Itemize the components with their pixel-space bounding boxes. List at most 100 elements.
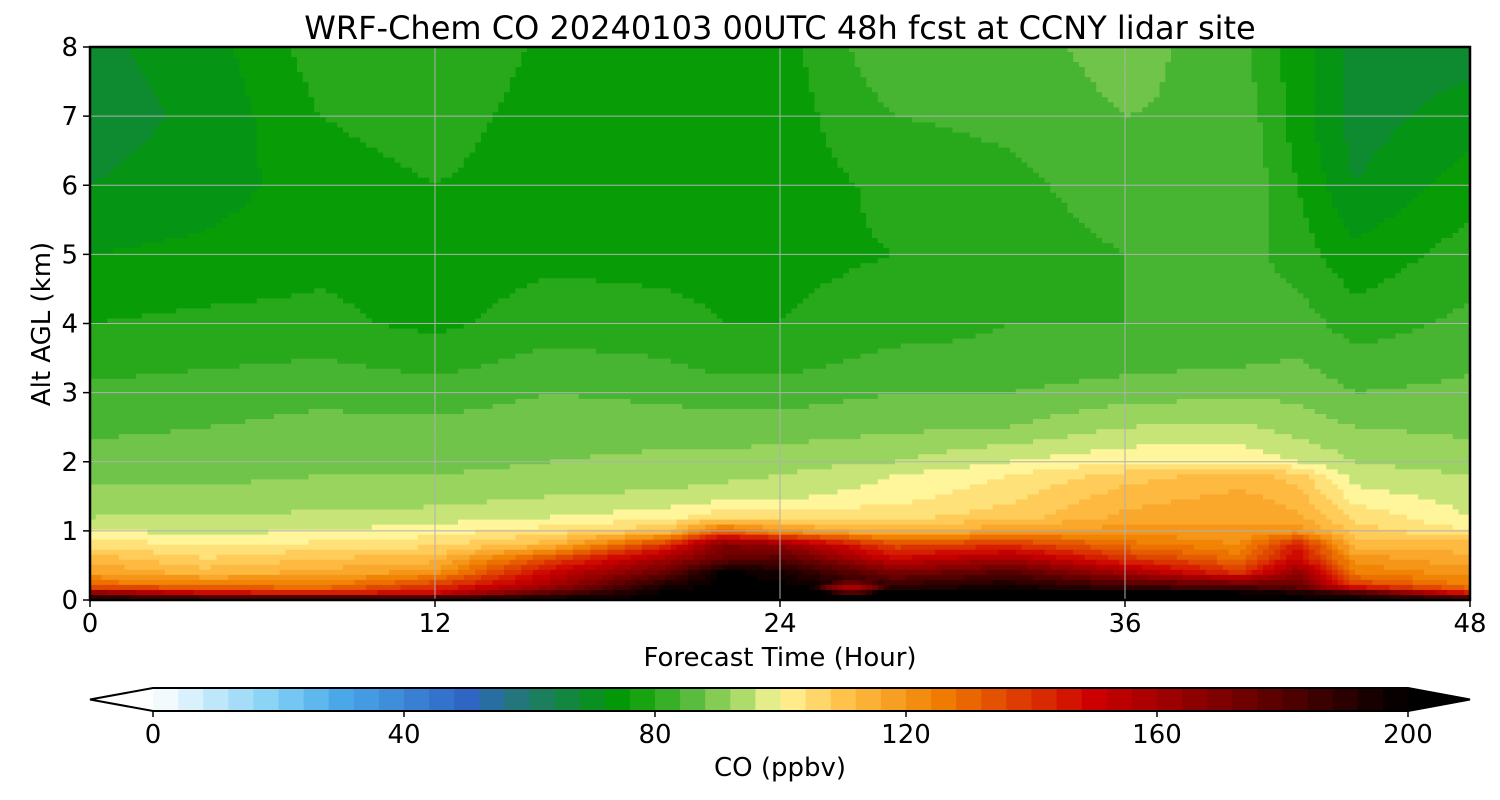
contour-cell <box>1343 72 1471 78</box>
contour-cell <box>1084 554 1109 561</box>
contour-cell <box>366 142 476 149</box>
contour-cell <box>797 303 1126 310</box>
colorbar-level <box>1157 688 1183 711</box>
x-tick-label: 0 <box>82 609 99 639</box>
contour-cell <box>883 549 936 556</box>
contour-cell <box>923 559 971 566</box>
contour-cell <box>1337 469 1442 475</box>
y-tick-label: 3 <box>61 379 78 409</box>
contour-cell <box>1038 172 1270 179</box>
contour-cell <box>613 589 637 596</box>
contour-cell <box>1286 107 1316 113</box>
contour-cell <box>377 147 476 154</box>
contour-cell <box>1337 574 1345 581</box>
contour-cell <box>659 569 672 576</box>
colorbar-level <box>931 688 957 711</box>
contour-cell <box>1314 132 1345 139</box>
contour-cell <box>1349 499 1437 506</box>
contour-cell <box>1309 303 1465 310</box>
contour-cell <box>1435 92 1471 98</box>
contour-cell <box>1458 509 1471 516</box>
contour-cell <box>1171 564 1201 571</box>
contour-cell <box>647 574 666 581</box>
contour-cell <box>567 539 586 546</box>
contour-cell <box>1332 579 1339 586</box>
contour-cell <box>354 303 494 310</box>
colorbar-level <box>981 688 1007 711</box>
contour-cell <box>1297 509 1322 516</box>
contour-cell <box>509 559 528 566</box>
contour-cell <box>860 192 1057 199</box>
contour-cell <box>1194 544 1247 551</box>
contour-cell <box>636 559 655 566</box>
contour-cell <box>199 564 212 571</box>
contour-cell <box>711 564 724 571</box>
contour-cell <box>297 62 522 68</box>
contour-cell <box>636 524 678 531</box>
contour-cell <box>1337 484 1362 490</box>
contour-cell <box>1050 187 1270 194</box>
contour-cell <box>791 549 810 556</box>
contour-cell <box>1033 167 1270 174</box>
contour-cell <box>136 147 258 154</box>
contour-cell <box>463 162 839 169</box>
contour-cell <box>670 529 683 536</box>
contour-cell <box>245 87 310 93</box>
contour-cell <box>716 569 747 576</box>
contour-cell <box>1280 77 1316 83</box>
contour-cell <box>670 569 683 576</box>
contour-cell <box>159 559 281 566</box>
contour-cell <box>1337 584 1345 591</box>
contour-cell <box>302 77 511 83</box>
contour-cell <box>1015 388 1356 395</box>
contour-cell <box>665 574 678 581</box>
contour-cell <box>492 403 683 410</box>
contour-cell <box>1441 584 1465 591</box>
contour-cell <box>969 464 1080 470</box>
contour-cell <box>1314 584 1322 591</box>
contour-cell <box>1412 197 1471 204</box>
contour-cell <box>475 142 827 149</box>
contour-cell <box>808 539 827 546</box>
contour-cell <box>1297 177 1327 184</box>
contour-cell <box>509 77 810 83</box>
contour-cell <box>90 444 752 450</box>
contour-cell <box>210 303 356 310</box>
contour-cell <box>308 92 505 98</box>
contour-cell <box>504 589 517 596</box>
contour-cell <box>682 539 689 546</box>
contour-cell <box>1268 192 1299 199</box>
contour-cell <box>245 77 304 83</box>
contour-cell <box>1090 449 1264 455</box>
contour-cell <box>1395 127 1471 134</box>
contour-cell <box>739 534 770 541</box>
contour-cell <box>1274 559 1287 566</box>
contour-cell <box>256 298 344 304</box>
contour-cell <box>90 132 154 139</box>
contour-cell <box>475 584 499 591</box>
contour-cell <box>118 434 862 440</box>
contour-cell <box>699 529 712 536</box>
contour-cell <box>1332 574 1339 581</box>
contour-cell <box>429 579 453 586</box>
contour-cell <box>251 589 379 596</box>
contour-cell <box>176 308 361 315</box>
contour-cell <box>665 579 689 586</box>
contour-cell <box>866 574 890 581</box>
contour-cell <box>1268 559 1276 566</box>
contour-cell <box>688 579 712 586</box>
y-tick-label: 8 <box>61 33 78 63</box>
contour-cell <box>872 534 971 541</box>
contour-cell <box>1096 233 1270 239</box>
contour-cell <box>699 569 712 576</box>
contour-cell <box>866 212 1074 219</box>
contour-cell <box>1378 222 1465 229</box>
contour-cell <box>233 47 292 53</box>
contour-cell <box>866 217 1080 224</box>
contour-cell <box>423 504 672 511</box>
contour-cell <box>1332 544 1339 551</box>
contour-cell <box>532 569 551 576</box>
contour-cell <box>1096 87 1161 93</box>
contour-cell <box>642 584 660 591</box>
contour-cell <box>1320 248 1431 254</box>
